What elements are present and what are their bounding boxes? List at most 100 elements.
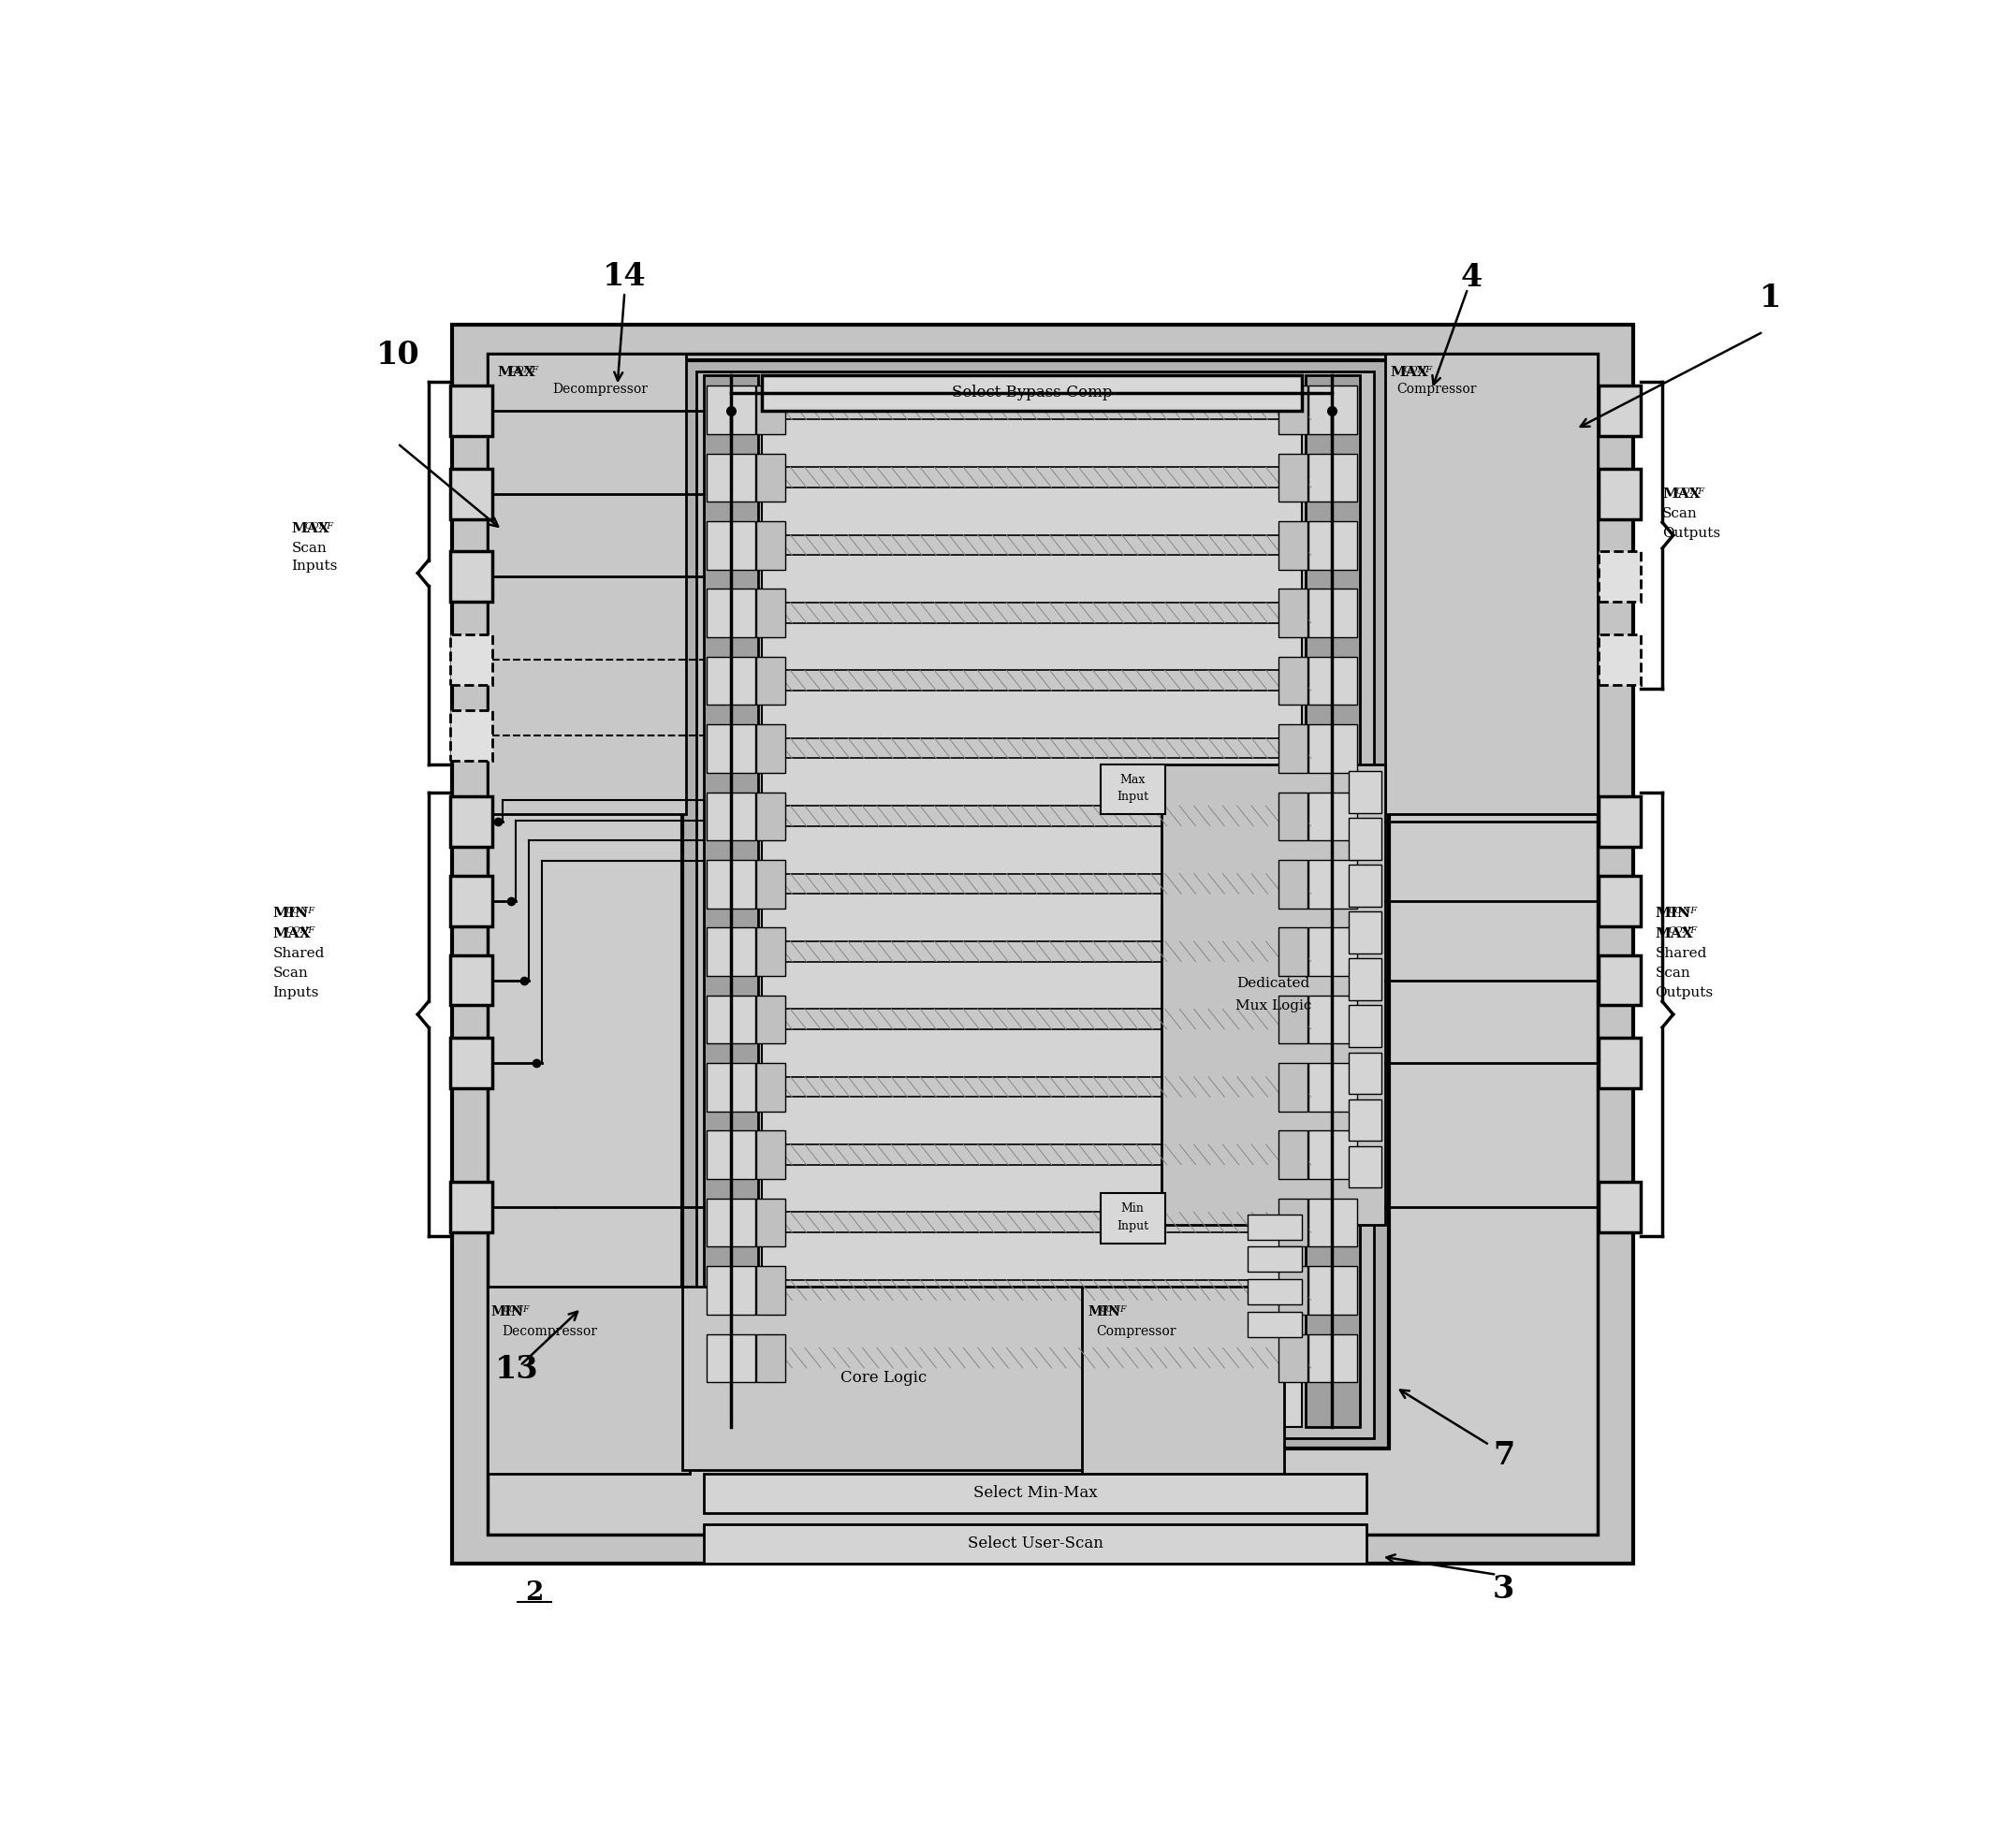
Bar	[1308, 792, 1357, 840]
Bar	[1278, 453, 1306, 503]
Bar	[1278, 1132, 1306, 1179]
Text: MAX: MAX	[1391, 367, 1429, 380]
Bar	[1278, 928, 1306, 976]
Bar	[756, 521, 786, 570]
Text: CONF: CONF	[510, 367, 538, 374]
Text: Shared: Shared	[1655, 946, 1708, 959]
Bar	[762, 603, 1302, 624]
Bar	[756, 453, 786, 503]
Text: MIN: MIN	[272, 906, 308, 919]
Bar	[1278, 385, 1306, 435]
Bar	[1599, 1038, 1641, 1088]
Text: Decompressor: Decompressor	[502, 1324, 597, 1337]
Text: Outputs: Outputs	[1663, 526, 1720, 539]
Bar	[1349, 1146, 1381, 1188]
Text: 2: 2	[526, 1581, 544, 1605]
Bar	[704, 374, 758, 1427]
Bar	[762, 536, 1302, 556]
Bar	[681, 1286, 1087, 1471]
Bar	[1349, 818, 1381, 860]
Text: Outputs: Outputs	[1655, 987, 1714, 1000]
Bar	[1248, 1280, 1302, 1304]
Bar	[708, 1333, 756, 1383]
Text: CONF: CONF	[286, 926, 314, 935]
Bar	[762, 1009, 1302, 1029]
Text: Dedicated: Dedicated	[1236, 978, 1310, 990]
Bar	[1308, 860, 1357, 908]
Bar	[1349, 772, 1381, 812]
Bar	[1308, 1333, 1357, 1383]
Text: CONF: CONF	[1403, 367, 1433, 374]
Text: 4: 4	[1460, 262, 1482, 293]
Bar	[1278, 657, 1306, 704]
Bar	[1308, 996, 1357, 1044]
Text: 7: 7	[1494, 1440, 1514, 1471]
Bar	[756, 589, 786, 636]
Bar	[708, 1199, 756, 1247]
Bar	[762, 1144, 1302, 1165]
Bar	[1278, 1333, 1306, 1383]
Text: CONF: CONF	[504, 1306, 530, 1313]
Bar	[1161, 765, 1385, 1225]
Bar	[762, 374, 1302, 1427]
Bar	[1248, 1247, 1302, 1273]
Bar	[1308, 657, 1357, 704]
Text: Scan: Scan	[1663, 508, 1697, 521]
Bar	[1599, 956, 1641, 1005]
Bar	[1278, 1199, 1306, 1247]
Bar	[1599, 635, 1641, 684]
Bar	[1349, 1099, 1381, 1141]
Bar	[762, 1280, 1302, 1300]
Text: CONF: CONF	[1101, 1306, 1127, 1313]
Bar	[1599, 385, 1641, 436]
Bar	[762, 941, 1302, 961]
Bar	[756, 1265, 786, 1315]
Bar	[1101, 765, 1165, 814]
Bar	[756, 657, 786, 704]
Bar	[762, 468, 1302, 488]
Text: MIN: MIN	[1089, 1306, 1121, 1319]
Bar	[450, 710, 492, 761]
Text: 14: 14	[603, 260, 647, 292]
Bar	[488, 354, 1597, 1535]
Bar	[450, 385, 492, 436]
Text: 1: 1	[1760, 282, 1782, 314]
Bar	[762, 671, 1302, 691]
Bar	[488, 354, 685, 814]
Bar	[1308, 385, 1357, 435]
Bar	[681, 361, 1389, 1449]
Bar	[762, 374, 1302, 411]
Bar	[762, 1348, 1302, 1368]
Text: CONF: CONF	[1667, 906, 1697, 915]
Bar	[1599, 552, 1641, 602]
Bar	[1308, 589, 1357, 636]
Bar	[1385, 354, 1597, 814]
Bar	[1278, 1265, 1306, 1315]
Text: Compressor: Compressor	[1097, 1324, 1177, 1337]
Bar	[450, 956, 492, 1005]
Bar	[1349, 911, 1381, 954]
Bar	[1306, 374, 1359, 1427]
Bar	[708, 1132, 756, 1179]
Bar	[708, 860, 756, 908]
Bar	[450, 796, 492, 847]
Text: Scan: Scan	[292, 541, 327, 554]
Bar	[756, 385, 786, 435]
Text: 3: 3	[1494, 1574, 1514, 1605]
Bar	[1248, 1214, 1302, 1240]
Bar	[698, 370, 1375, 1438]
Text: 10: 10	[375, 339, 419, 370]
Bar	[756, 724, 786, 772]
Bar	[450, 1038, 492, 1088]
Text: Scan: Scan	[1655, 967, 1691, 979]
Bar	[708, 724, 756, 772]
Bar	[708, 521, 756, 570]
Bar	[450, 470, 492, 519]
Text: 13: 13	[494, 1353, 538, 1385]
Bar	[1308, 521, 1357, 570]
Text: Input: Input	[1117, 1220, 1149, 1232]
Text: MAX: MAX	[1655, 926, 1693, 939]
Text: CONF: CONF	[1667, 926, 1697, 935]
Bar	[1308, 1132, 1357, 1179]
Bar	[756, 860, 786, 908]
